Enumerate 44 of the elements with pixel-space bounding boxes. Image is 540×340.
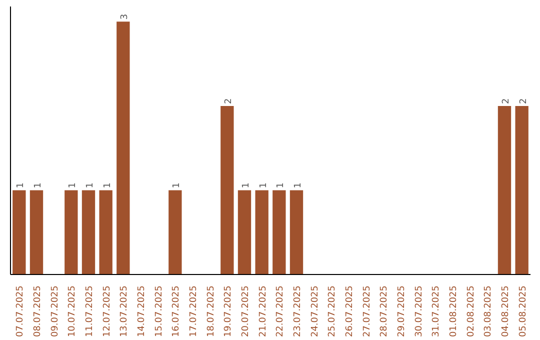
x-tick-label: 02.08.2025 [466,286,476,338]
x-tick-label: 31.07.2025 [432,286,442,338]
x-tick-label: 28.07.2025 [380,286,390,338]
x-tick-label: 19.07.2025 [224,286,234,338]
x-tick-label: 05.08.2025 [518,286,528,338]
x-tick-label: 25.07.2025 [328,286,338,338]
x-tick-label: 18.07.2025 [206,286,216,338]
x-tick-label: 03.08.2025 [484,286,494,338]
x-tick-label: 26.07.2025 [345,286,355,338]
data-label: 1 [86,182,96,188]
x-tick-label: 10.07.2025 [68,286,78,338]
x-tick-label: 30.07.2025 [414,286,424,338]
x-tick-label: 07.07.2025 [16,286,26,338]
x-tick-label: 21.07.2025 [258,286,268,338]
x-tick-label: 14.07.2025 [137,286,147,338]
data-label: 2 [502,98,512,104]
x-tick-label: 27.07.2025 [362,286,372,338]
x-tick-label: 12.07.2025 [102,286,112,338]
data-label: 1 [34,182,44,188]
x-tick-label: 23.07.2025 [293,286,303,338]
x-tick-label: 20.07.2025 [241,286,251,338]
x-tick-label: 11.07.2025 [85,286,95,338]
data-label: 1 [16,182,26,188]
data-label: 1 [68,182,78,188]
x-tick-label: 15.07.2025 [154,286,164,338]
data-label: 1 [102,182,113,188]
data-label: 2 [518,98,529,104]
data-label: 1 [172,182,182,188]
data-label: 3 [120,14,130,20]
x-tick-label: 29.07.2025 [397,286,407,338]
x-tick-label: 08.07.2025 [33,286,43,338]
x-tick-label: 22.07.2025 [276,286,286,338]
data-label: 1 [276,182,286,188]
x-tick-label: 17.07.2025 [189,286,199,338]
data-label: 1 [242,182,252,188]
x-tick-label: 09.07.2025 [50,286,60,338]
x-tick-label: 16.07.2025 [172,286,182,338]
x-tick-label: 24.07.2025 [310,286,320,338]
x-tick-label: 04.08.2025 [501,286,511,338]
data-label: 1 [294,182,304,188]
x-tick-label: 13.07.2025 [120,286,130,338]
x-tick-label: 01.08.2025 [449,286,459,338]
data-label: 1 [258,182,269,188]
data-label: 2 [224,98,234,104]
